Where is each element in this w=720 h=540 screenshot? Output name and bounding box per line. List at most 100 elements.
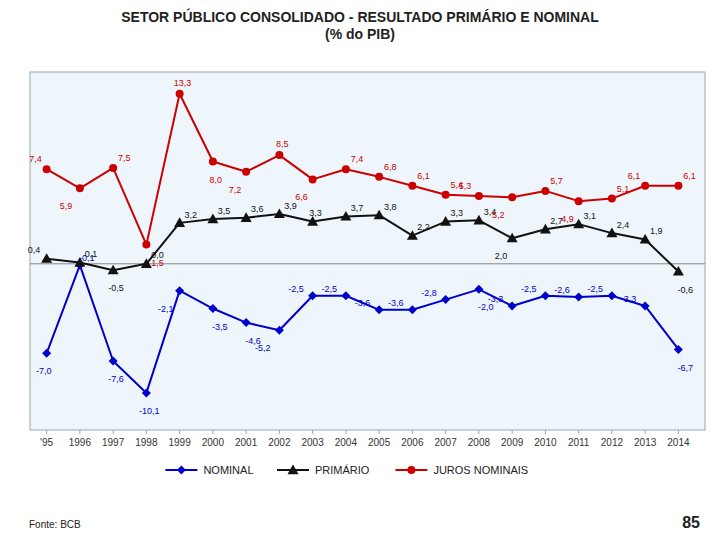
x-tick-label: 1997 — [102, 437, 125, 448]
x-tick-label: 2004 — [335, 437, 358, 448]
source-note: Fonte: BCB — [29, 519, 81, 530]
point — [342, 165, 350, 173]
x-tick-label: 1998 — [135, 437, 158, 448]
x-tick — [279, 430, 280, 434]
x-tick-label: 2007 — [435, 437, 458, 448]
point — [673, 266, 684, 276]
data-label: 3,8 — [384, 202, 397, 212]
x-tick — [113, 430, 114, 434]
data-label: -2,5 — [321, 284, 337, 294]
point — [308, 291, 317, 300]
x-tick — [379, 430, 380, 434]
point — [309, 175, 317, 183]
point — [109, 356, 118, 365]
data-label: -5,2 — [255, 343, 271, 353]
data-label: 13,3 — [174, 78, 192, 88]
point — [174, 217, 185, 227]
data-label: 6,8 — [384, 162, 397, 172]
data-label: 6,1 — [628, 171, 641, 181]
point — [575, 197, 583, 205]
point — [374, 210, 385, 220]
legend: NOMINALPRIMÁRIOJUROS NOMINAIS — [165, 464, 528, 476]
data-label: 3,1 — [583, 211, 596, 221]
point — [209, 158, 217, 166]
chart: SETOR PÚBLICO CONSOLIDADO - RESULTADO PR… — [0, 0, 720, 540]
x-tick — [212, 430, 213, 434]
x-tick-label: 2008 — [468, 437, 491, 448]
data-label: -3,6 — [388, 298, 404, 308]
plot-frame — [30, 72, 705, 430]
point — [640, 234, 651, 244]
point — [241, 212, 252, 222]
data-label: 3,3 — [450, 208, 463, 218]
data-label: 7,4 — [351, 154, 364, 164]
point — [275, 151, 283, 159]
data-label: 7,4 — [29, 154, 42, 164]
title-line: SETOR PÚBLICO CONSOLIDADO - RESULTADO PR… — [121, 8, 599, 25]
data-label: 5,1 — [617, 184, 630, 194]
data-label: -2,1 — [158, 304, 174, 314]
x-tick — [545, 430, 546, 434]
data-label: -6,7 — [678, 363, 694, 373]
legend-label: JUROS NOMINAIS — [433, 464, 528, 476]
point — [508, 301, 517, 310]
data-label: -7,6 — [108, 374, 124, 384]
point — [109, 164, 117, 172]
data-label: 6,1 — [417, 171, 430, 181]
data-label: 5,2 — [492, 210, 505, 220]
data-label: 0,1 — [85, 249, 98, 259]
plot-area — [41, 90, 684, 398]
point — [442, 191, 450, 199]
data-label: 3,5 — [218, 206, 231, 216]
legend-marker — [407, 466, 415, 474]
data-labels: -7,0-0,1-7,6-10,1-2,1-3,5-4,6-5,2-2,5-2,… — [28, 78, 696, 416]
data-label: 1,9 — [650, 226, 663, 236]
data-label: -0,5 — [108, 283, 124, 293]
x-tick-label: 2005 — [368, 437, 391, 448]
point — [641, 182, 649, 190]
data-label: -7,0 — [36, 366, 52, 376]
point — [207, 214, 218, 224]
data-label: -2,8 — [421, 288, 437, 298]
point — [108, 265, 119, 275]
data-label: 4,9 — [561, 214, 574, 224]
data-label: 2,4 — [617, 220, 630, 230]
data-label: 7,5 — [118, 153, 131, 163]
point — [242, 168, 250, 176]
point — [441, 295, 450, 304]
data-label: 3,2 — [184, 210, 197, 220]
point — [340, 211, 351, 221]
x-tick — [179, 430, 180, 434]
point — [474, 285, 483, 294]
x-tick-label: 2013 — [634, 437, 657, 448]
x-tick — [312, 430, 313, 434]
x-tick — [412, 430, 413, 434]
point — [175, 286, 184, 295]
data-label: -0,6 — [678, 285, 694, 295]
point — [674, 345, 683, 354]
x-tick-label: 1996 — [69, 437, 92, 448]
data-label: 3,7 — [351, 203, 364, 213]
point — [76, 184, 84, 192]
x-tick — [645, 430, 646, 434]
legend-marker — [288, 465, 299, 475]
point — [176, 90, 184, 98]
point — [275, 326, 284, 335]
data-label: -10,1 — [139, 406, 160, 416]
point — [641, 301, 650, 310]
point — [408, 305, 417, 314]
data-label: 8,0 — [209, 175, 222, 185]
x-tick — [79, 430, 80, 434]
point — [375, 305, 384, 314]
point — [606, 228, 617, 238]
series — [42, 261, 683, 398]
data-label: 2,0 — [495, 251, 508, 261]
x-tick — [246, 430, 247, 434]
data-label: 2,2 — [417, 222, 430, 232]
point — [142, 388, 151, 397]
legend-label: PRIMÁRIO — [315, 464, 370, 476]
point — [41, 253, 52, 263]
series-line — [47, 265, 679, 393]
point — [541, 187, 549, 195]
point — [341, 291, 350, 300]
